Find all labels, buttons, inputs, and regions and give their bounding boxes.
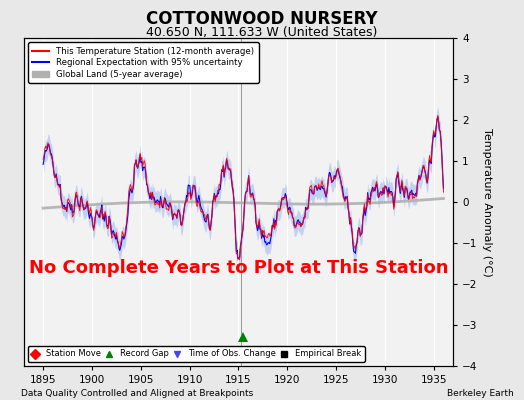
Legend: Station Move, Record Gap, Time of Obs. Change, Empirical Break: Station Move, Record Gap, Time of Obs. C… [28, 346, 365, 362]
Text: No Complete Years to Plot at This Station: No Complete Years to Plot at This Statio… [29, 259, 448, 277]
Text: COTTONWOOD NURSERY: COTTONWOOD NURSERY [146, 10, 378, 28]
Text: Berkeley Earth: Berkeley Earth [447, 389, 514, 398]
Text: 40.650 N, 111.633 W (United States): 40.650 N, 111.633 W (United States) [146, 26, 378, 39]
Text: Data Quality Controlled and Aligned at Breakpoints: Data Quality Controlled and Aligned at B… [21, 389, 253, 398]
Y-axis label: Temperature Anomaly (°C): Temperature Anomaly (°C) [482, 128, 492, 276]
